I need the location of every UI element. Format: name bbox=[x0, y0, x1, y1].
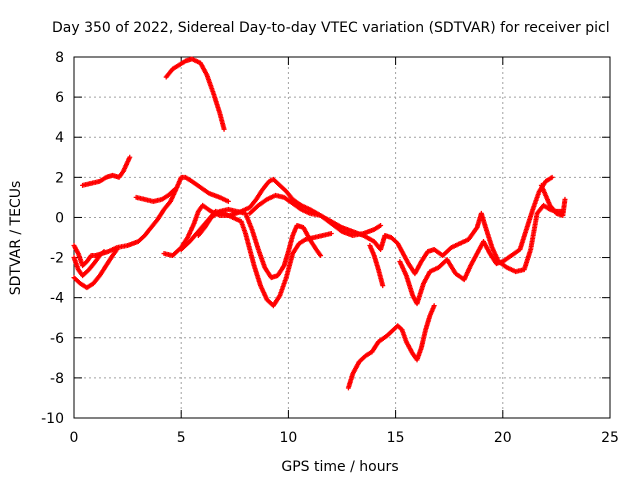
x-axis-label: GPS time / hours bbox=[281, 459, 398, 475]
x-tick-label: 15 bbox=[387, 430, 405, 446]
data-point bbox=[431, 303, 437, 309]
data-point bbox=[328, 230, 334, 236]
series-arc-4 bbox=[80, 154, 133, 188]
data-point bbox=[172, 186, 178, 192]
y-tick-label: 4 bbox=[55, 130, 64, 146]
axis-ticks bbox=[73, 56, 611, 419]
data-point bbox=[378, 222, 384, 228]
plot-frame bbox=[73, 56, 611, 419]
series-arc-13 bbox=[345, 303, 437, 391]
x-tick-label: 20 bbox=[494, 430, 512, 446]
y-tick-label: -6 bbox=[50, 331, 64, 347]
y-tick-label: -2 bbox=[50, 251, 64, 267]
series-arc-9 bbox=[195, 206, 324, 281]
data-marks bbox=[71, 56, 568, 391]
data-point bbox=[101, 249, 107, 255]
y-tick-label: -8 bbox=[50, 371, 64, 387]
data-point bbox=[318, 253, 324, 259]
chart-title: Day 350 of 2022, Sidereal Day-to-day VTE… bbox=[52, 20, 610, 36]
data-point bbox=[114, 247, 120, 253]
series-arc-14 bbox=[538, 182, 568, 218]
y-tick-label: -10 bbox=[41, 411, 64, 427]
x-tick-label: 5 bbox=[177, 430, 186, 446]
x-tick-label: 10 bbox=[279, 430, 297, 446]
data-point bbox=[127, 154, 133, 160]
series-arc-10 bbox=[247, 192, 566, 277]
series-arc-2 bbox=[71, 249, 107, 279]
series-arc-3 bbox=[71, 247, 120, 291]
x-tick-label: 25 bbox=[601, 430, 619, 446]
series-arc-6 bbox=[163, 56, 227, 132]
y-tick-labels: -10 -8 -6 -4 -2 0 2 4 6 8 bbox=[41, 50, 64, 427]
series-arc-5 bbox=[133, 186, 178, 204]
y-tick-label: 8 bbox=[55, 50, 64, 66]
data-point bbox=[549, 174, 555, 180]
y-tick-label: 0 bbox=[55, 210, 64, 226]
x-tick-label: 0 bbox=[70, 430, 79, 446]
data-point bbox=[225, 198, 231, 204]
y-tick-label: 2 bbox=[55, 170, 64, 186]
series-arc-11 bbox=[367, 243, 386, 289]
y-tick-label: 6 bbox=[55, 90, 64, 106]
data-point bbox=[221, 126, 227, 132]
grid-lines bbox=[74, 57, 610, 418]
y-axis-label: SDTVAR / TECUs bbox=[8, 181, 24, 296]
y-tick-label: -4 bbox=[50, 291, 64, 307]
x-tick-labels: 0 5 10 15 20 25 bbox=[70, 430, 619, 446]
data-point bbox=[380, 283, 386, 289]
data-point bbox=[562, 196, 568, 202]
